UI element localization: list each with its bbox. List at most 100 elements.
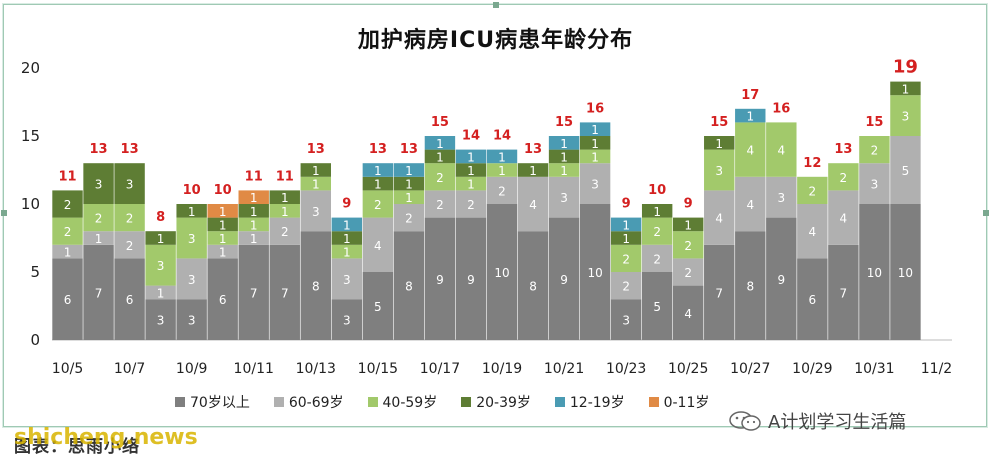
bar-segment bbox=[114, 204, 145, 232]
data-label: 1 bbox=[374, 164, 382, 178]
bar-segment bbox=[362, 163, 394, 177]
data-label: 4 bbox=[840, 212, 848, 226]
resize-handle-right[interactable] bbox=[983, 210, 989, 216]
bar-segment bbox=[207, 258, 238, 340]
data-label: 2 bbox=[653, 225, 661, 239]
data-label: 1 bbox=[343, 218, 351, 232]
bar-segment bbox=[828, 190, 859, 245]
data-label: 10 bbox=[494, 266, 509, 280]
x-tick-label: 10/19 bbox=[482, 361, 522, 377]
data-label: 3 bbox=[343, 273, 351, 287]
data-label: 1 bbox=[684, 218, 692, 232]
data-label: 9 bbox=[467, 273, 475, 287]
bar-segment bbox=[548, 136, 580, 150]
data-label: 3 bbox=[777, 191, 785, 205]
data-label: 6 bbox=[809, 293, 817, 307]
bar-segment bbox=[890, 204, 921, 340]
data-label: 1 bbox=[622, 232, 630, 246]
data-label: 8 bbox=[405, 280, 413, 294]
total-label: 9 bbox=[342, 197, 351, 212]
data-label: 3 bbox=[157, 314, 165, 328]
bar-segment bbox=[145, 231, 176, 245]
bar-segment bbox=[673, 285, 704, 340]
total-label: 10 bbox=[183, 183, 201, 198]
x-tick-label: 11/2 bbox=[921, 361, 952, 377]
legend-item: 70岁以上 bbox=[175, 392, 250, 412]
x-tick-label: 10/23 bbox=[606, 361, 646, 377]
bar-segment bbox=[735, 108, 766, 123]
bar-segment bbox=[145, 299, 176, 340]
y-tick-label: 20 bbox=[21, 59, 40, 77]
legend-label: 60-69岁 bbox=[288, 395, 344, 411]
bar-segment bbox=[486, 204, 518, 340]
bar-segment bbox=[579, 163, 611, 204]
data-label: 3 bbox=[902, 110, 910, 124]
wechat-icon bbox=[729, 411, 761, 431]
bar-segment bbox=[455, 190, 487, 218]
data-label: 3 bbox=[871, 178, 879, 192]
bar-segment bbox=[362, 176, 394, 191]
data-label: 1 bbox=[902, 82, 910, 96]
bar-segment bbox=[704, 244, 735, 340]
bar-segment bbox=[300, 190, 331, 232]
bar-segment bbox=[331, 244, 363, 259]
data-label: 2 bbox=[622, 252, 630, 266]
data-label: 9 bbox=[560, 273, 568, 287]
data-label: 2 bbox=[64, 198, 72, 212]
bar-segment bbox=[486, 176, 518, 204]
bar-segment bbox=[114, 258, 145, 340]
data-label: 1 bbox=[250, 218, 258, 232]
bar-segment bbox=[238, 231, 269, 245]
data-label: 2 bbox=[498, 184, 506, 198]
total-label: 9 bbox=[622, 197, 631, 212]
data-label: 3 bbox=[157, 259, 165, 273]
resize-handle-top[interactable] bbox=[493, 2, 499, 8]
bar-segment bbox=[424, 163, 456, 191]
bar-segment bbox=[486, 149, 518, 164]
data-label: 4 bbox=[746, 198, 754, 212]
legend-item: 60-69岁 bbox=[273, 392, 344, 412]
data-label: 1 bbox=[560, 137, 568, 151]
bar-segment bbox=[579, 122, 611, 136]
data-label: 1 bbox=[653, 205, 661, 219]
data-label: 4 bbox=[809, 225, 817, 239]
data-label: 1 bbox=[250, 232, 258, 246]
bar-segment bbox=[610, 231, 642, 245]
bar-segment bbox=[859, 136, 890, 164]
data-label: 1 bbox=[157, 232, 165, 246]
y-tick-label: 15 bbox=[21, 127, 40, 145]
data-label: 1 bbox=[467, 164, 475, 178]
bar-segment bbox=[890, 136, 921, 204]
data-label: 2 bbox=[405, 212, 413, 226]
chart-caption: 图表：思雨小络 bbox=[14, 437, 140, 457]
x-tick-label: 10/7 bbox=[114, 361, 145, 377]
total-label: 13 bbox=[369, 142, 387, 157]
x-tick-label: 10/31 bbox=[854, 361, 894, 377]
data-label: 1 bbox=[560, 164, 568, 178]
data-label: 1 bbox=[436, 150, 444, 164]
y-tick-label: 10 bbox=[21, 195, 40, 213]
bar-segment bbox=[362, 272, 394, 340]
data-label: 3 bbox=[715, 164, 723, 178]
resize-handle-left[interactable] bbox=[1, 210, 7, 216]
data-label: 1 bbox=[622, 218, 630, 232]
data-label: 8 bbox=[312, 280, 320, 294]
bar-segment bbox=[269, 244, 300, 340]
data-label: 4 bbox=[529, 198, 537, 212]
data-label: 3 bbox=[343, 314, 351, 328]
bar-segment bbox=[828, 163, 859, 191]
bar-segment bbox=[735, 176, 766, 232]
total-label: 13 bbox=[90, 142, 108, 157]
bar-segment bbox=[145, 285, 176, 300]
data-label: 1 bbox=[560, 150, 568, 164]
x-tick-label: 10/25 bbox=[668, 361, 708, 377]
bar-segment bbox=[424, 149, 456, 164]
bar-segment bbox=[331, 258, 363, 300]
bar-segment bbox=[269, 217, 300, 245]
total-label: 17 bbox=[741, 88, 759, 103]
bar-segment bbox=[486, 163, 518, 177]
x-tick-label: 10/17 bbox=[420, 361, 460, 377]
data-label: 3 bbox=[591, 178, 599, 192]
data-label: 1 bbox=[312, 164, 320, 178]
bar-segment bbox=[548, 217, 580, 340]
